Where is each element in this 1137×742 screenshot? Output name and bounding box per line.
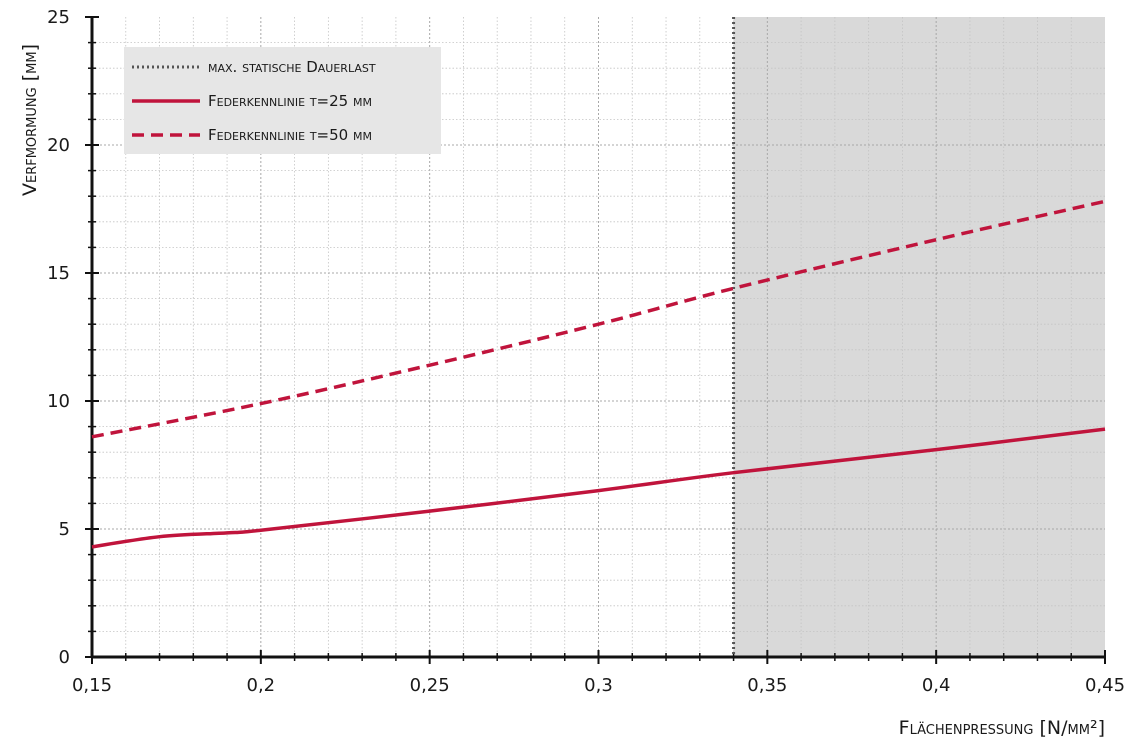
y-tick-label: 5 <box>59 519 70 540</box>
series-group <box>91 199 1106 549</box>
y-tick-label: 15 <box>47 263 70 284</box>
y-tick-label: 0 <box>59 647 70 668</box>
grid-group <box>92 17 1105 657</box>
y-tick-label: 20 <box>47 135 70 156</box>
shaded-region-group <box>733 17 1105 657</box>
x-tick-label: 0,15 <box>72 675 112 696</box>
legend-entry-t50-label: Federkennlinie t=50 mm <box>208 126 372 144</box>
legend-entry-vline-label: max. statische Dauerlast <box>208 58 376 76</box>
series-line-t25 <box>91 427 1106 549</box>
labels-group: 0,15 0,2 0,25 0,3 0,35 0,4 0,45 0 5 10 15 20 25 Fläch… <box>19 7 1125 739</box>
legend: max. statische Dauerlast Federkennlinie t… <box>124 47 441 154</box>
series-line-t50 <box>91 199 1106 439</box>
x-tick-label: 0,35 <box>747 675 787 696</box>
y-tick-label: 10 <box>47 391 70 412</box>
y-tick-label: 25 <box>47 7 70 28</box>
x-tick-label: 0,2 <box>247 675 276 696</box>
shaded-region <box>733 17 1105 657</box>
legend-entry-t25-label: Federkennlinie t=25 mm <box>208 92 372 110</box>
y-axis-title: Verfmormung [mm] <box>19 44 41 196</box>
x-tick-label: 0,25 <box>410 675 450 696</box>
x-axis-title: Flächenpressung [N/mm²] <box>899 717 1105 739</box>
x-tick-label: 0,4 <box>922 675 951 696</box>
x-tick-label: 0,3 <box>584 675 613 696</box>
x-tick-label: 0,45 <box>1085 675 1125 696</box>
axes-group <box>85 16 1106 664</box>
